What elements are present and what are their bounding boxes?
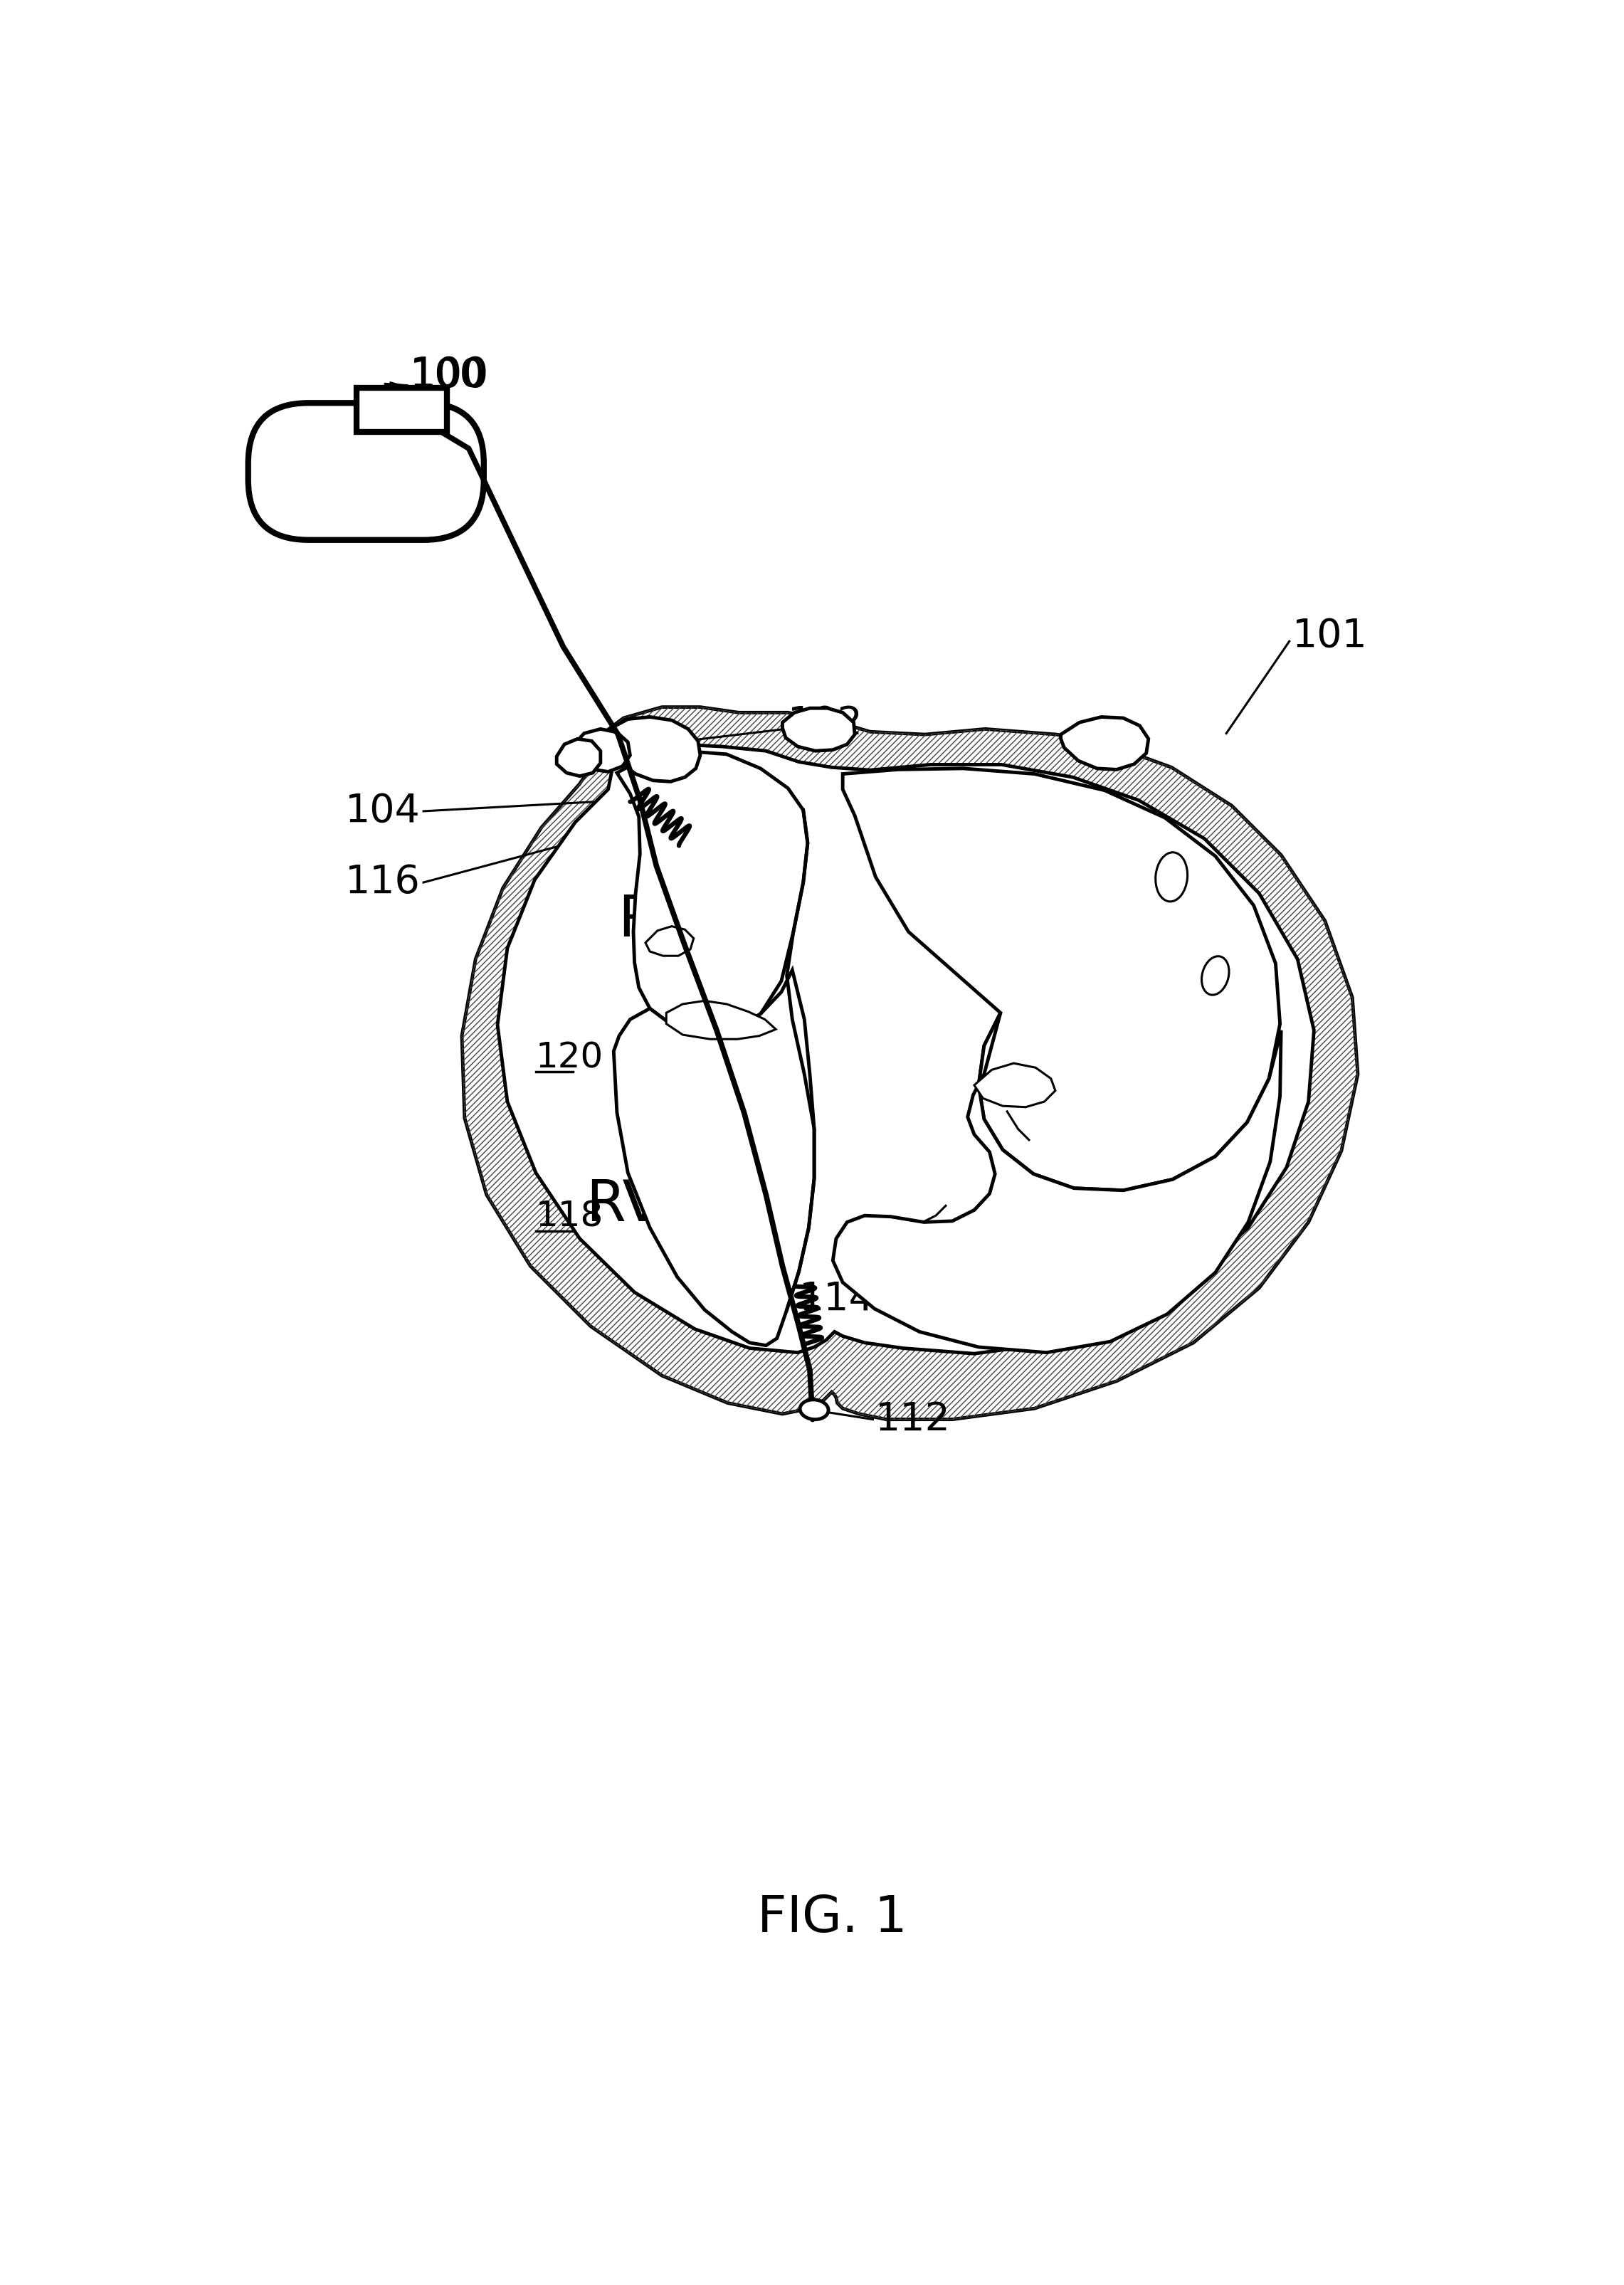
Ellipse shape — [801, 1401, 828, 1419]
Text: 100: 100 — [409, 356, 486, 395]
Text: LV: LV — [1106, 1188, 1171, 1245]
Polygon shape — [557, 738, 601, 777]
Text: 120: 120 — [536, 1040, 604, 1074]
Polygon shape — [843, 768, 1280, 1190]
Polygon shape — [974, 1063, 1056, 1106]
Text: 100: 100 — [409, 354, 489, 395]
Polygon shape — [461, 706, 1358, 1419]
Text: RV: RV — [586, 1179, 661, 1234]
Polygon shape — [617, 752, 807, 1035]
Text: 112: 112 — [875, 1401, 952, 1440]
Text: LA: LA — [1103, 893, 1174, 948]
Text: 118: 118 — [536, 1200, 604, 1234]
Polygon shape — [783, 708, 854, 752]
Polygon shape — [833, 1012, 1281, 1353]
Polygon shape — [601, 717, 700, 781]
Text: 104: 104 — [346, 793, 421, 829]
FancyBboxPatch shape — [248, 402, 484, 539]
Polygon shape — [666, 1001, 776, 1040]
Text: RA: RA — [619, 893, 695, 948]
Text: 101: 101 — [1293, 617, 1367, 656]
Polygon shape — [1060, 717, 1148, 770]
Ellipse shape — [1202, 955, 1229, 994]
Polygon shape — [497, 745, 1314, 1353]
Text: 102: 102 — [788, 704, 864, 743]
FancyBboxPatch shape — [356, 388, 447, 432]
Text: 116: 116 — [346, 864, 421, 903]
Text: 114: 114 — [799, 1280, 874, 1318]
Polygon shape — [573, 729, 630, 772]
Text: FIG. 1: FIG. 1 — [757, 1894, 908, 1942]
Ellipse shape — [1156, 852, 1187, 903]
Polygon shape — [614, 971, 814, 1346]
Polygon shape — [645, 925, 693, 955]
